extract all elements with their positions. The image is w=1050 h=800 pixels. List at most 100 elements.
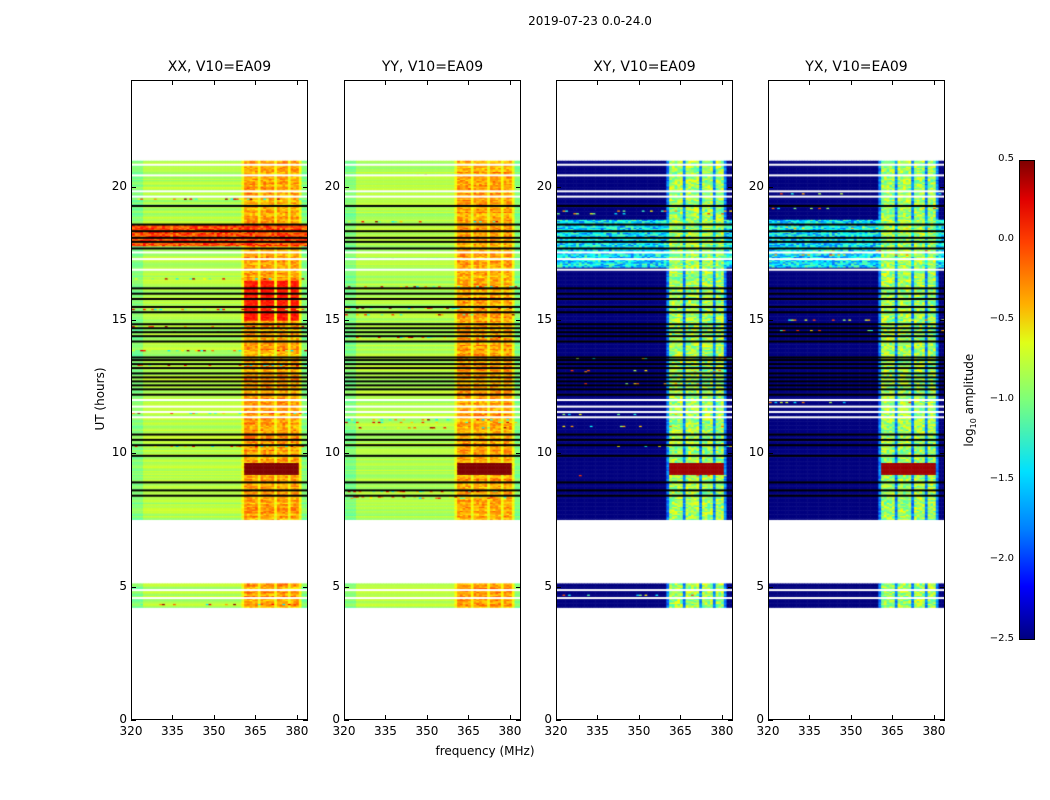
colorbar-tick-label: −1.5: [989, 473, 1014, 484]
heatmap-cells: [132, 81, 307, 719]
y-tick-label: 5: [119, 578, 127, 593]
y-tick-label: 0: [332, 712, 340, 726]
x-tick-mark: [721, 80, 723, 85]
y-tick-mark: [768, 453, 773, 455]
y-tick-label: 5: [332, 578, 340, 593]
y-tick-mark: [940, 320, 945, 321]
y-tick-mark: [303, 720, 308, 721]
y-tick-label: 0: [544, 712, 552, 726]
y-tick-mark: [516, 453, 521, 455]
x-tick-mark: [344, 80, 345, 85]
x-tick-label: 380: [498, 724, 522, 738]
y-tick-mark: [940, 186, 945, 188]
heatmap-cells: [557, 81, 732, 719]
y-tick-mark: [131, 320, 136, 321]
x-tick-mark: [892, 715, 894, 720]
colorbar-label: log10 amplitude: [961, 353, 979, 447]
colorbar-tick-label: −1.0: [989, 393, 1014, 404]
panel-title: XY, V10=EA09: [593, 59, 696, 75]
colorbar-tick-label: 0.5: [998, 153, 1014, 164]
y-tick-mark: [516, 320, 521, 321]
y-tick-mark: [556, 186, 561, 188]
x-tick-mark: [468, 80, 470, 85]
y-tick-mark: [516, 186, 521, 188]
colorbar-tick-label: −2.5: [989, 633, 1014, 644]
x-tick-label: 320: [332, 724, 356, 738]
x-tick-label: 350: [627, 724, 651, 738]
y-tick-mark: [940, 453, 945, 455]
x-tick-mark: [296, 80, 298, 85]
heatmap-panel-yy: [344, 80, 521, 720]
y-tick-mark: [768, 720, 773, 721]
heatmap-cells: [769, 81, 944, 719]
x-tick-mark: [509, 80, 511, 85]
heatmap-panel-yx: [768, 80, 945, 720]
y-tick-mark: [768, 186, 773, 188]
x-tick-mark: [296, 715, 298, 720]
y-tick-mark: [728, 720, 733, 721]
x-tick-label: 380: [922, 724, 946, 738]
y-tick-label: 15: [748, 312, 764, 326]
x-tick-label: 380: [710, 724, 734, 738]
x-tick-mark: [850, 715, 852, 720]
y-tick-mark: [303, 453, 308, 455]
x-tick-mark: [509, 715, 511, 720]
y-tick-label: 15: [111, 312, 127, 326]
heatmap-cells: [345, 81, 520, 719]
x-tick-mark: [556, 80, 557, 85]
x-tick-mark: [255, 80, 257, 85]
y-tick-mark: [556, 320, 561, 321]
y-tick-label: 10: [324, 445, 340, 460]
y-tick-mark: [344, 453, 349, 455]
y-tick-mark: [940, 720, 945, 721]
panel-title: YX, V10=EA09: [805, 59, 908, 75]
x-tick-label: 320: [756, 724, 780, 738]
x-tick-mark: [768, 80, 769, 85]
y-tick-mark: [344, 720, 349, 721]
y-tick-mark: [556, 586, 561, 588]
x-tick-label: 365: [244, 724, 267, 738]
x-tick-label: 380: [285, 724, 309, 738]
y-tick-mark: [131, 720, 136, 721]
panel-title: XX, V10=EA09: [167, 59, 272, 75]
x-tick-label: 350: [839, 724, 863, 738]
y-tick-label: 10: [111, 445, 127, 460]
y-tick-mark: [556, 453, 561, 455]
x-tick-mark: [468, 715, 470, 720]
x-tick-mark: [172, 80, 174, 85]
x-tick-label: 350: [202, 724, 226, 738]
y-tick-mark: [728, 186, 733, 188]
x-tick-label: 335: [798, 724, 821, 738]
x-tick-mark: [426, 715, 428, 720]
x-tick-mark: [892, 80, 894, 85]
x-tick-mark: [426, 80, 428, 85]
y-tick-mark: [516, 720, 521, 721]
y-tick-label: 10: [748, 445, 764, 460]
y-tick-mark: [131, 453, 136, 455]
colorbar-tick-label: −2.0: [989, 553, 1014, 564]
x-tick-mark: [597, 715, 599, 720]
x-tick-mark: [721, 715, 723, 720]
y-tick-label: 20: [748, 178, 764, 193]
y-tick-mark: [940, 586, 945, 588]
x-tick-mark: [556, 715, 557, 720]
x-tick-mark: [344, 715, 345, 720]
x-axis-label: frequency (MHz): [435, 744, 535, 758]
colorbar: [1019, 160, 1035, 640]
y-tick-label: 15: [536, 312, 552, 326]
x-tick-mark: [809, 80, 811, 85]
y-tick-label: 10: [536, 445, 552, 460]
x-tick-mark: [680, 715, 682, 720]
y-tick-mark: [728, 320, 733, 321]
x-tick-mark: [933, 80, 935, 85]
x-tick-mark: [680, 80, 682, 85]
y-tick-mark: [516, 586, 521, 588]
y-tick-label: 20: [324, 178, 340, 193]
x-tick-label: 350: [415, 724, 439, 738]
x-tick-mark: [385, 80, 387, 85]
y-tick-mark: [303, 586, 308, 588]
y-tick-mark: [303, 320, 308, 321]
y-tick-mark: [728, 453, 733, 455]
x-tick-label: 335: [161, 724, 184, 738]
